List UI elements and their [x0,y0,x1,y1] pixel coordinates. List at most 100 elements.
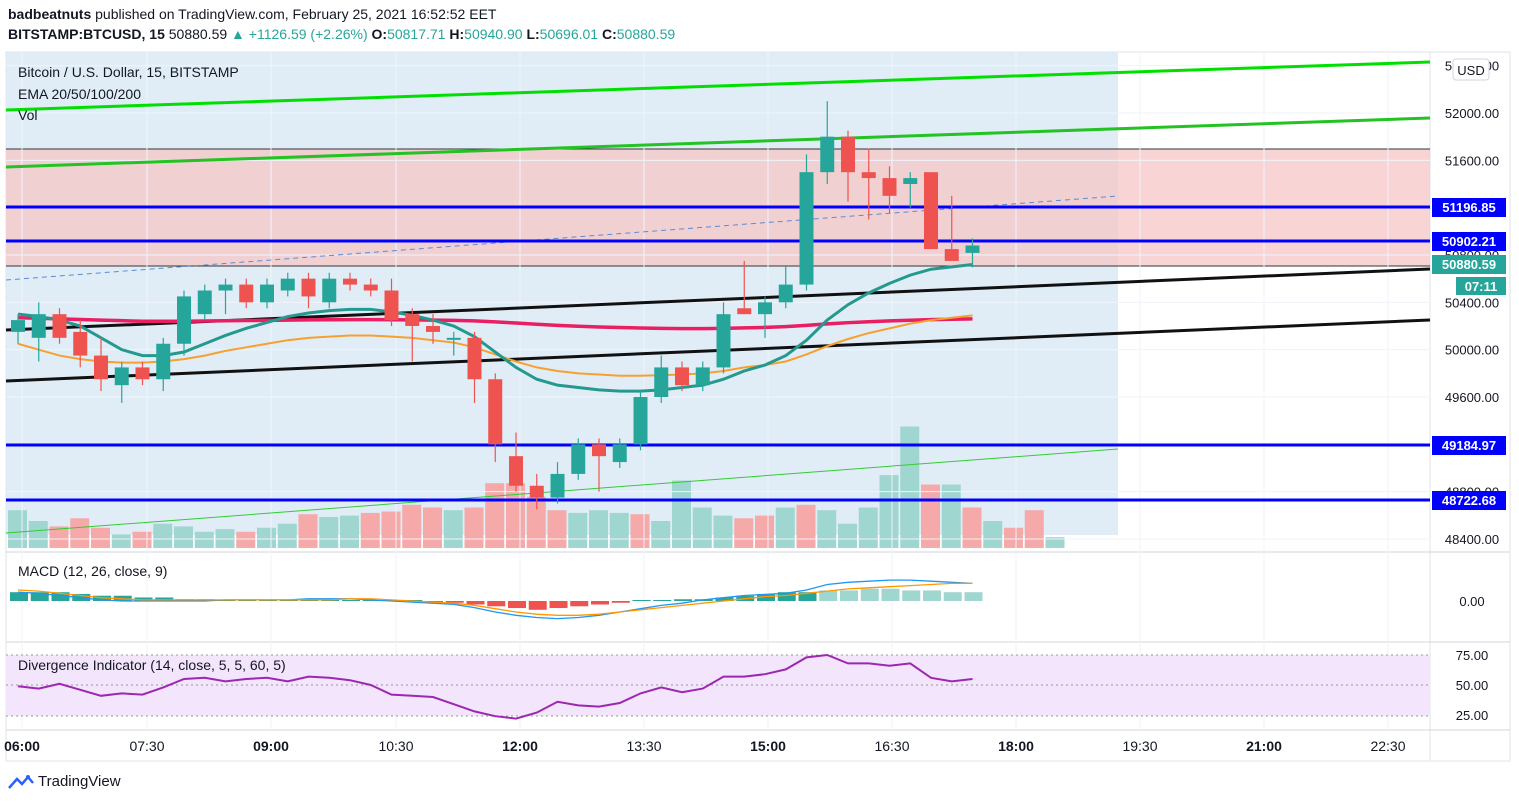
candle-body[interactable] [861,172,876,179]
candle-body[interactable] [218,284,233,291]
volume-bar [838,523,857,548]
candle-body[interactable] [592,444,606,457]
volume-bar [153,523,173,548]
tradingview-logo[interactable]: TradingView [8,773,121,790]
candle-body[interactable] [322,278,337,303]
candle-body[interactable] [820,136,835,173]
close-label: C: [601,26,617,42]
candle-body[interactable] [716,314,731,368]
price-axis[interactable]: 52400.0052000.0051600.0051200.0050800.00… [1445,59,1499,723]
candle-body[interactable] [177,296,191,344]
candle-body[interactable] [197,290,212,315]
time-tick-label: 16:30 [874,738,909,754]
candle-body[interactable] [633,397,648,445]
legend-title[interactable]: Bitcoin / U.S. Dollar, 15, BITSTAMP [18,64,239,80]
candle-body[interactable] [94,355,108,380]
time-tick-label: 15:00 [750,738,786,754]
volume-bar [879,475,899,548]
candle-body[interactable] [571,444,586,474]
price-flag-bg-3 [1432,436,1506,455]
author-name[interactable]: badbeatnuts [8,6,92,22]
candle-body[interactable] [488,379,503,445]
price-flag-1: 51196.85 [1442,200,1496,215]
candle-body[interactable] [301,278,316,297]
price-tick-label: 50400.00 [1445,295,1499,310]
candle-body[interactable] [841,136,855,173]
candle-body[interactable] [384,290,399,321]
legend-macd[interactable]: MACD (12, 26, close, 9) [18,563,167,579]
candle-body[interactable] [73,331,88,356]
volume-bar [464,507,484,548]
candle-body[interactable] [114,367,129,386]
candle-body[interactable] [778,284,793,303]
price-tick-label: 49600.00 [1445,390,1499,405]
macd-histogram-bar [881,588,900,601]
candle-body[interactable] [467,337,482,380]
divergence-line [17,653,973,720]
currency-badge-bg[interactable] [1452,58,1490,81]
ohlc-header: BITSTAMP:BTCUSD, 15 50880.59 ▲ +1126.59 … [8,26,675,42]
candle-body[interactable] [156,343,171,380]
candle-body[interactable] [695,367,710,386]
volume-bar [713,515,733,548]
volume-bar [91,527,110,548]
candle-body[interactable] [737,308,752,315]
candle-body[interactable] [924,172,938,250]
candle-body[interactable] [343,278,357,285]
candle-body[interactable] [260,284,274,303]
volume-bar [858,507,878,548]
candle-body[interactable] [903,178,918,184]
volume-bar [340,515,359,548]
candle-body[interactable] [280,278,295,291]
legend-divergence[interactable]: Divergence Indicator (14, close, 5, 5, 6… [18,657,286,673]
time-axis[interactable]: 06:00 07:30 09:00 10:30 12:00 13:30 15:00 16:30… [4,738,1406,754]
volume-bar [132,531,152,548]
candle-body[interactable] [758,302,772,315]
volume-bar [111,534,131,548]
candle-body[interactable] [405,314,420,326]
high-label: H: [449,26,465,42]
candle-body[interactable] [965,245,980,253]
countdown-flag: 07:11 [1465,279,1498,294]
candle-body[interactable] [675,367,689,386]
legend-ema[interactable]: EMA 20/50/100/200 [18,86,141,102]
candle-body[interactable] [135,367,150,380]
volume-bar [692,507,712,548]
candle-body[interactable] [31,314,46,338]
time-tick-label: 09:00 [253,738,289,754]
candle-body[interactable] [426,326,440,332]
price-flag-bg-4 [1432,491,1506,510]
signal-line [17,582,973,616]
upper-channel-line-1[interactable] [5,60,1431,112]
candle-body[interactable] [239,284,254,303]
upper-channel-line-2[interactable] [5,116,1431,169]
candle-body[interactable] [882,178,897,196]
macd-histogram-bar [653,600,672,601]
time-tick-label: 21:00 [1246,738,1282,754]
candle-body[interactable] [654,367,669,397]
volume-bar [651,521,671,548]
div-tick-label: 75.00 [1456,648,1489,663]
price-flag-2: 50902.21 [1442,234,1496,249]
candle-body[interactable] [11,320,25,332]
candle-body[interactable] [363,284,378,291]
volume-bar [423,507,442,548]
macd-histogram-bar [570,601,589,607]
time-tick-label: 12:00 [502,738,538,754]
volume-bar [983,521,1003,548]
candle-body[interactable] [550,473,565,498]
candle-body[interactable] [52,314,67,338]
volume-bar [755,515,774,548]
candle-body[interactable] [612,444,627,463]
candle-body[interactable] [529,485,544,498]
candle-body[interactable] [509,456,523,486]
legend-vol[interactable]: Vol [18,107,37,123]
macd-histogram-bar [798,592,817,601]
candle-body[interactable] [446,337,461,340]
volume-bars [8,426,1065,548]
candle-body[interactable] [944,249,959,261]
volume-bar [506,483,525,548]
candle-body[interactable] [799,172,814,285]
publish-info: badbeatnuts published on TradingView.com… [8,6,496,22]
